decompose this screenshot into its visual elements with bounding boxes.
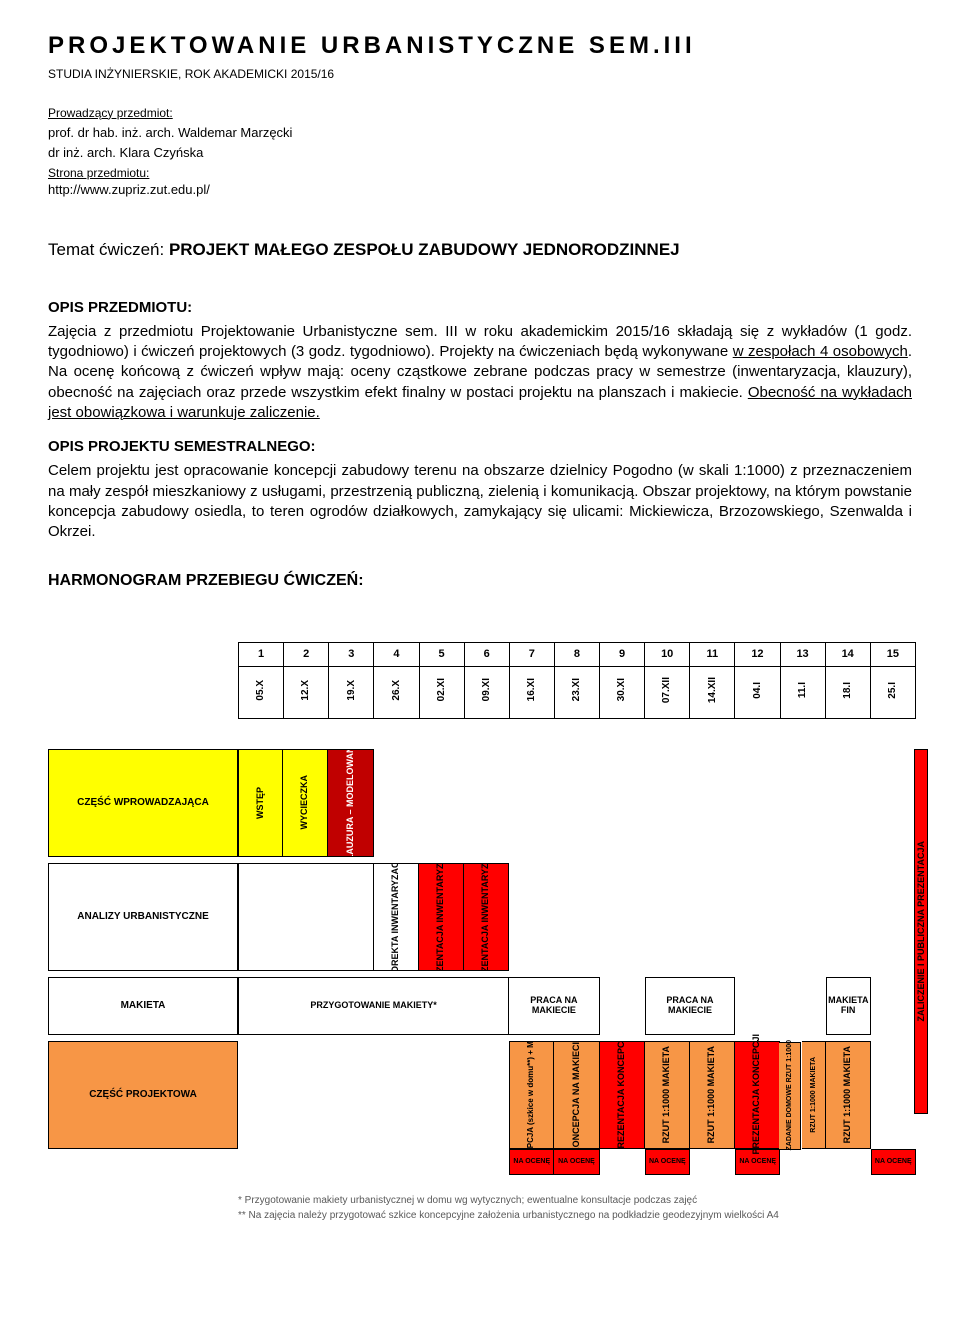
- topic-label: Temat ćwiczeń:: [48, 240, 169, 259]
- page-url[interactable]: http://www.zupriz.zut.edu.pl/: [48, 181, 912, 199]
- sched-date: 16.XI: [509, 666, 554, 718]
- opis-body: Zajęcia z przedmiotu Projektowanie Urban…: [48, 322, 912, 423]
- sched-num: 5: [419, 642, 464, 666]
- row4-label: CZĘŚĆ PROJEKTOWA: [48, 1041, 238, 1149]
- r4-c14: RZUT 1:1000 MAKIETA: [843, 1046, 853, 1143]
- r1-c1: WSTĘP: [256, 787, 266, 819]
- r4-c12: PREZENTACJA KONCEPCJI: [752, 1034, 762, 1155]
- opis-u1: w zespołach 4 osobowych: [733, 343, 908, 360]
- r2-c6: PREZENTACJA INWENTARYZACJI: [481, 863, 491, 971]
- sched-num: 3: [329, 642, 374, 666]
- r2-c5: PREZENTACJA INWENTARYZACJI: [436, 863, 446, 971]
- r4-c12b: ZADANIE DOMOWE RZUT 1:1000: [786, 1040, 794, 1150]
- topic-value: PROJEKT MAŁEGO ZESPOŁU ZABUDOWY JEDNOROD…: [169, 240, 680, 259]
- sched-date: 09.XI: [464, 666, 509, 718]
- gantt-chart: CZĘŚĆ WPROWADZAJĄCA WSTĘP WYCIECZKA KLAU…: [48, 749, 916, 1175]
- r4-c9: PREZENTACJA KONCEPCJI: [617, 1041, 627, 1149]
- schedule-table: 123456789101112131415 05.X12.X19.X26.X02…: [238, 642, 916, 719]
- sched-date: 12.X: [284, 666, 329, 718]
- sched-date: 02.XI: [419, 666, 464, 718]
- sched-num: 12: [735, 642, 780, 666]
- sched-date: 11.I: [780, 666, 825, 718]
- r4-c7: KONCEPCJA (szkice w domu**) + MAKIETA: [527, 1041, 536, 1149]
- ocena-2: NA OCENĘ: [554, 1149, 599, 1175]
- proj-body: Celem projektu jest opracowanie koncepcj…: [48, 461, 912, 542]
- sched-date: 23.XI: [554, 666, 599, 718]
- sched-num: 13: [780, 642, 825, 666]
- sched-num: 1: [239, 642, 284, 666]
- instructors-label: Prowadzący przedmiot:: [48, 105, 912, 121]
- r2-c4: KOREKTA INWENTARYZACJI: [391, 863, 401, 971]
- sched-num: 7: [509, 642, 554, 666]
- sched-date: 07.XII: [645, 666, 690, 718]
- r3-prep: PRZYGOTOWANIE MAKIETY*: [308, 999, 438, 1013]
- footnotes: * Przygotowanie makiety urbanistycznej w…: [238, 1193, 912, 1223]
- r4-c13: RZUT 1:1000 MAKIETA: [810, 1057, 818, 1133]
- footnote-2: ** Na zajęcia należy przygotować szkice …: [238, 1208, 912, 1223]
- sched-date: 26.X: [374, 666, 419, 718]
- ocena-3: NA OCENĘ: [645, 1149, 690, 1175]
- sched-num: 6: [464, 642, 509, 666]
- page-title: PROJEKTOWANIE URBANISTYCZNE SEM.III: [48, 30, 912, 62]
- opis-head: OPIS PRZEDMIOTU:: [48, 298, 912, 318]
- row1-label: CZĘŚĆ WPROWADZAJĄCA: [48, 749, 238, 857]
- ocena-1: NA OCENĘ: [509, 1149, 554, 1175]
- sched-num: 4: [374, 642, 419, 666]
- page-url-label: Strona przedmiotu:: [48, 165, 912, 181]
- zaliczenie-label: ZALICZENIE I PUBLICZNA PREZENTACJA: [915, 841, 927, 1022]
- sched-date: 04.I: [735, 666, 780, 718]
- zaliczenie-bar: ZALICZENIE I PUBLICZNA PREZENTACJA: [914, 749, 928, 1114]
- footnote-1: * Przygotowanie makiety urbanistycznej w…: [238, 1193, 912, 1208]
- schedule-dates-row: 05.X12.X19.X26.X02.XI09.XI16.XI23.XI30.X…: [239, 666, 916, 718]
- harmonogram-head: HARMONOGRAM PRZEBIEGU ĆWICZEŃ:: [48, 570, 912, 592]
- sched-num: 14: [825, 642, 870, 666]
- sched-date: 05.X: [239, 666, 284, 718]
- topic-line: Temat ćwiczeń: PROJEKT MAŁEGO ZESPOŁU ZA…: [48, 239, 912, 262]
- instructor-1: prof. dr hab. inż. arch. Waldemar Marzęc…: [48, 124, 912, 142]
- sched-date: 30.XI: [600, 666, 645, 718]
- r3-p1: PRACA NA MAKIECIE: [509, 994, 598, 1018]
- r4-c10: RZUT 1:1000 MAKIETA: [662, 1046, 672, 1143]
- ocena-5: NA OCENĘ: [871, 1149, 916, 1175]
- r3-fin: MAKIETA FIN: [826, 994, 870, 1018]
- r4-c11: RZUT 1:1000 MAKIETA: [707, 1046, 717, 1143]
- sched-num: 8: [554, 642, 599, 666]
- sched-date: 14.XII: [690, 666, 735, 718]
- sched-num: 2: [284, 642, 329, 666]
- r3-p2: PRACA NA MAKIECIE: [646, 994, 734, 1018]
- r1-c3: KLAUZURA – MODELOWANIE: [346, 749, 356, 857]
- row3-label: MAKIETA: [48, 977, 238, 1035]
- sched-num: 10: [645, 642, 690, 666]
- sched-date: 19.X: [329, 666, 374, 718]
- sched-date: 18.I: [825, 666, 870, 718]
- r1-c2: WYCIECZKA: [300, 775, 310, 830]
- r4-c8: KONCEPCJA NA MAKIECIE: [572, 1041, 582, 1149]
- sched-num: 11: [690, 642, 735, 666]
- instructor-2: dr inż. arch. Klara Czyńska: [48, 144, 912, 162]
- proj-head: OPIS PROJEKTU SEMESTRALNEGO:: [48, 437, 912, 457]
- sched-date: 25.I: [870, 666, 915, 718]
- schedule-numbers-row: 123456789101112131415: [239, 642, 916, 666]
- sched-num: 9: [600, 642, 645, 666]
- page-subtitle: STUDIA INŻYNIERSKIE, ROK AKADEMICKI 2015…: [48, 66, 912, 82]
- sched-num: 15: [870, 642, 915, 666]
- row2-label: ANALIZY URBANISTYCZNE: [48, 863, 238, 971]
